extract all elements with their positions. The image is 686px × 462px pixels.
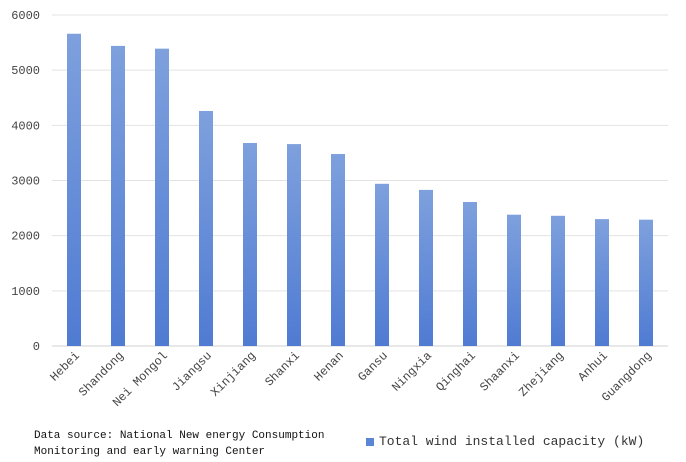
legend-label: Total wind installed capacity (kW) bbox=[379, 434, 645, 449]
bar bbox=[375, 183, 389, 346]
bar bbox=[243, 142, 257, 346]
y-tick-label: 2000 bbox=[11, 230, 40, 244]
bar bbox=[639, 219, 653, 346]
bar bbox=[595, 219, 609, 346]
x-tick-label: Henan bbox=[311, 349, 346, 384]
x-tick-label: Shanxi bbox=[262, 349, 302, 389]
bar bbox=[507, 214, 521, 346]
bar bbox=[67, 33, 81, 347]
bar bbox=[463, 202, 477, 346]
bar bbox=[331, 154, 345, 346]
y-tick-label: 3000 bbox=[11, 175, 40, 189]
bar bbox=[155, 48, 169, 346]
x-tick-label: Zhejiang bbox=[516, 349, 567, 400]
bars bbox=[67, 33, 653, 347]
data-source-line-2: Monitoring and early warning Center bbox=[34, 446, 266, 458]
bar bbox=[551, 215, 565, 346]
y-axis-ticks: 0 1000 2000 3000 4000 5000 6000 bbox=[11, 9, 40, 354]
bar bbox=[199, 110, 213, 347]
legend-swatch bbox=[366, 437, 374, 446]
x-tick-label: Anhui bbox=[575, 349, 610, 384]
bar bbox=[287, 144, 301, 346]
y-tick-label: 0 bbox=[33, 340, 40, 354]
x-tick-label: Ningxia bbox=[389, 349, 435, 395]
x-tick-label: Hebei bbox=[47, 349, 82, 384]
legend: Total wind installed capacity (kW) bbox=[366, 434, 644, 449]
y-tick-label: 5000 bbox=[11, 64, 40, 78]
x-tick-label: Qinghai bbox=[433, 349, 479, 395]
gridlines bbox=[52, 14, 668, 347]
data-source-line-1: Data source: National New energy Consump… bbox=[34, 430, 325, 442]
y-tick-label: 6000 bbox=[11, 9, 40, 23]
x-tick-label: Jiangsu bbox=[169, 349, 215, 395]
data-source-note: Data source: National New energy Consump… bbox=[34, 428, 354, 460]
x-tick-label: Gansu bbox=[355, 349, 390, 384]
bar bbox=[419, 189, 433, 346]
x-tick-label: Xinjiang bbox=[208, 349, 259, 400]
y-tick-label: 1000 bbox=[11, 285, 40, 299]
x-tick-label: Shaanxi bbox=[477, 349, 523, 395]
y-tick-label: 4000 bbox=[11, 119, 40, 133]
bar bbox=[111, 45, 125, 346]
